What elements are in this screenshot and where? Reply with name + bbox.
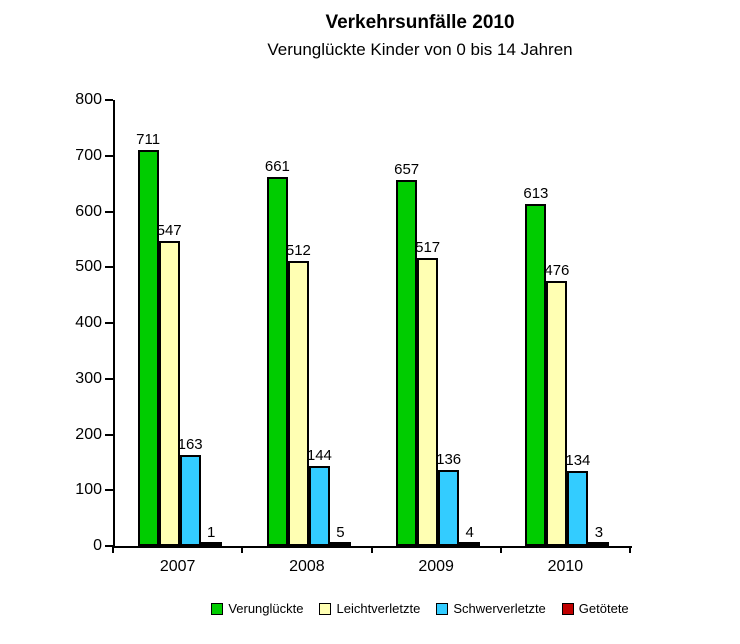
- bar-value-label: 144: [306, 447, 332, 464]
- y-axis-tick-mark: [105, 545, 113, 547]
- bar-value-label: 547: [156, 222, 182, 239]
- bar-value-label: 661: [264, 158, 290, 175]
- legend-item: Getötete: [561, 601, 629, 616]
- y-axis-tick-label: 800: [75, 91, 102, 108]
- bar-leichtverletzte-2008: [287, 261, 309, 546]
- bar-value-label: 4: [465, 524, 474, 541]
- bar-schwerverletzte-2007: [179, 455, 201, 546]
- chart-subtitle: Verunglückte Kinder von 0 bis 14 Jahren: [267, 40, 573, 59]
- bar-value-label: 1: [206, 524, 216, 541]
- x-axis-tick-mark: [112, 546, 114, 553]
- legend-swatch: [436, 602, 449, 615]
- y-axis-tick-mark: [105, 433, 113, 436]
- bar-schwerverletzte-2010: [567, 471, 589, 546]
- bar-schwerverletzte-2008: [308, 466, 330, 546]
- x-axis-category-label: 2007: [159, 558, 196, 575]
- y-axis-tick-label: 500: [75, 258, 102, 276]
- legend-item: Schwerverletzte: [436, 601, 546, 616]
- bar-verunglückte-2009: [396, 180, 418, 546]
- y-axis-tick-mark: [105, 210, 113, 213]
- bar-value-label: 136: [436, 451, 462, 468]
- y-axis-tick-label: 0: [93, 537, 102, 554]
- bar-value-label: 3: [594, 524, 604, 541]
- legend-swatch: [319, 602, 332, 615]
- bar-leichtverletzte-2007: [158, 241, 180, 546]
- bar-getötete-2007: [200, 542, 222, 546]
- bar-verunglückte-2010: [525, 204, 547, 546]
- bar-value-label: 613: [523, 185, 549, 202]
- y-axis-tick-label: 700: [75, 146, 102, 164]
- y-axis-tick-mark: [105, 99, 113, 101]
- x-axis-tick-mark: [241, 546, 244, 553]
- y-axis-tick-mark: [105, 322, 113, 324]
- y-axis-tick-mark: [105, 489, 113, 492]
- legend-item: Leichtverletzte: [319, 601, 420, 616]
- y-axis-tick-mark: [105, 154, 113, 157]
- x-axis-category-label: 2010: [547, 558, 584, 575]
- bar-value-label: 163: [177, 436, 203, 453]
- bar-value-label: 711: [136, 131, 161, 148]
- bar-value-label: 517: [415, 239, 441, 256]
- y-axis-tick-label: 100: [75, 481, 102, 499]
- bar-value-label: 5: [336, 524, 345, 541]
- legend-item: Verunglückte: [211, 601, 303, 616]
- bar-verunglückte-2008: [266, 177, 288, 546]
- bar-getötete-2008: [329, 542, 351, 546]
- legend-swatch: [561, 602, 574, 615]
- bar-value-label: 134: [565, 452, 591, 469]
- x-axis-tick-mark: [499, 546, 502, 553]
- bar-getötete-2010: [588, 542, 610, 546]
- legend: Verunglückte Leichtverletzte Schwerverletz…: [100, 601, 740, 616]
- y-axis-tick-label: 300: [75, 369, 102, 387]
- bar-getötete-2009: [459, 542, 481, 546]
- x-axis-tick-mark: [370, 546, 373, 553]
- legend-label: Schwerverletzte: [453, 601, 546, 616]
- y-axis-tick-mark: [105, 266, 113, 269]
- y-axis-tick-label: 600: [75, 202, 102, 220]
- legend-label: Leichtverletzte: [336, 601, 421, 616]
- bar-leichtverletzte-2009: [417, 258, 439, 546]
- legend-swatch: [211, 602, 224, 615]
- x-axis-category-label: 2009: [418, 558, 454, 575]
- chart-title: Verkehrsunfälle 2010: [325, 12, 515, 33]
- plot-area: 711 547 163 1 661 512 144 5 657 517 136 4 613 476 134 3: [113, 100, 632, 548]
- bar-value-label: 657: [394, 161, 420, 178]
- y-axis-tick-label: 200: [75, 425, 102, 443]
- x-axis-category-label: 2008: [289, 558, 325, 575]
- x-axis-tick-mark: [629, 546, 631, 553]
- legend-label: Verunglückte: [228, 601, 304, 616]
- chart-header: Verkehrsunfälle 2010 Verunglückte Kinder…: [100, 12, 740, 60]
- bar-value-label: 512: [285, 242, 311, 259]
- y-axis-tick-mark: [105, 377, 113, 380]
- legend-label: Getötete: [578, 601, 629, 616]
- bar-schwerverletzte-2009: [438, 470, 460, 546]
- bar-verunglückte-2007: [137, 150, 159, 546]
- bar-value-label: 476: [544, 262, 570, 279]
- bar-leichtverletzte-2010: [546, 281, 568, 546]
- y-axis-tick-label: 400: [75, 314, 102, 331]
